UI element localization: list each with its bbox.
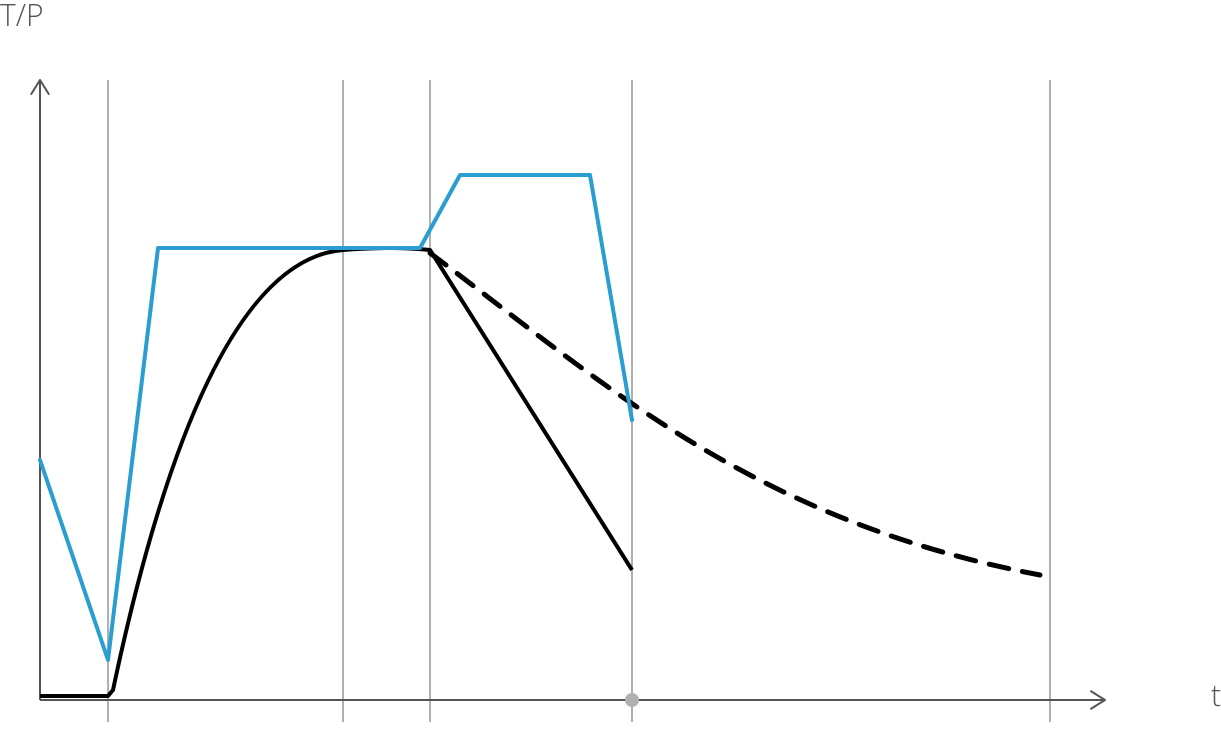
tp-vs-t-chart xyxy=(0,0,1221,735)
series-black-dashed xyxy=(430,253,1040,575)
series-blue xyxy=(40,175,632,660)
axis-dot xyxy=(625,693,639,707)
